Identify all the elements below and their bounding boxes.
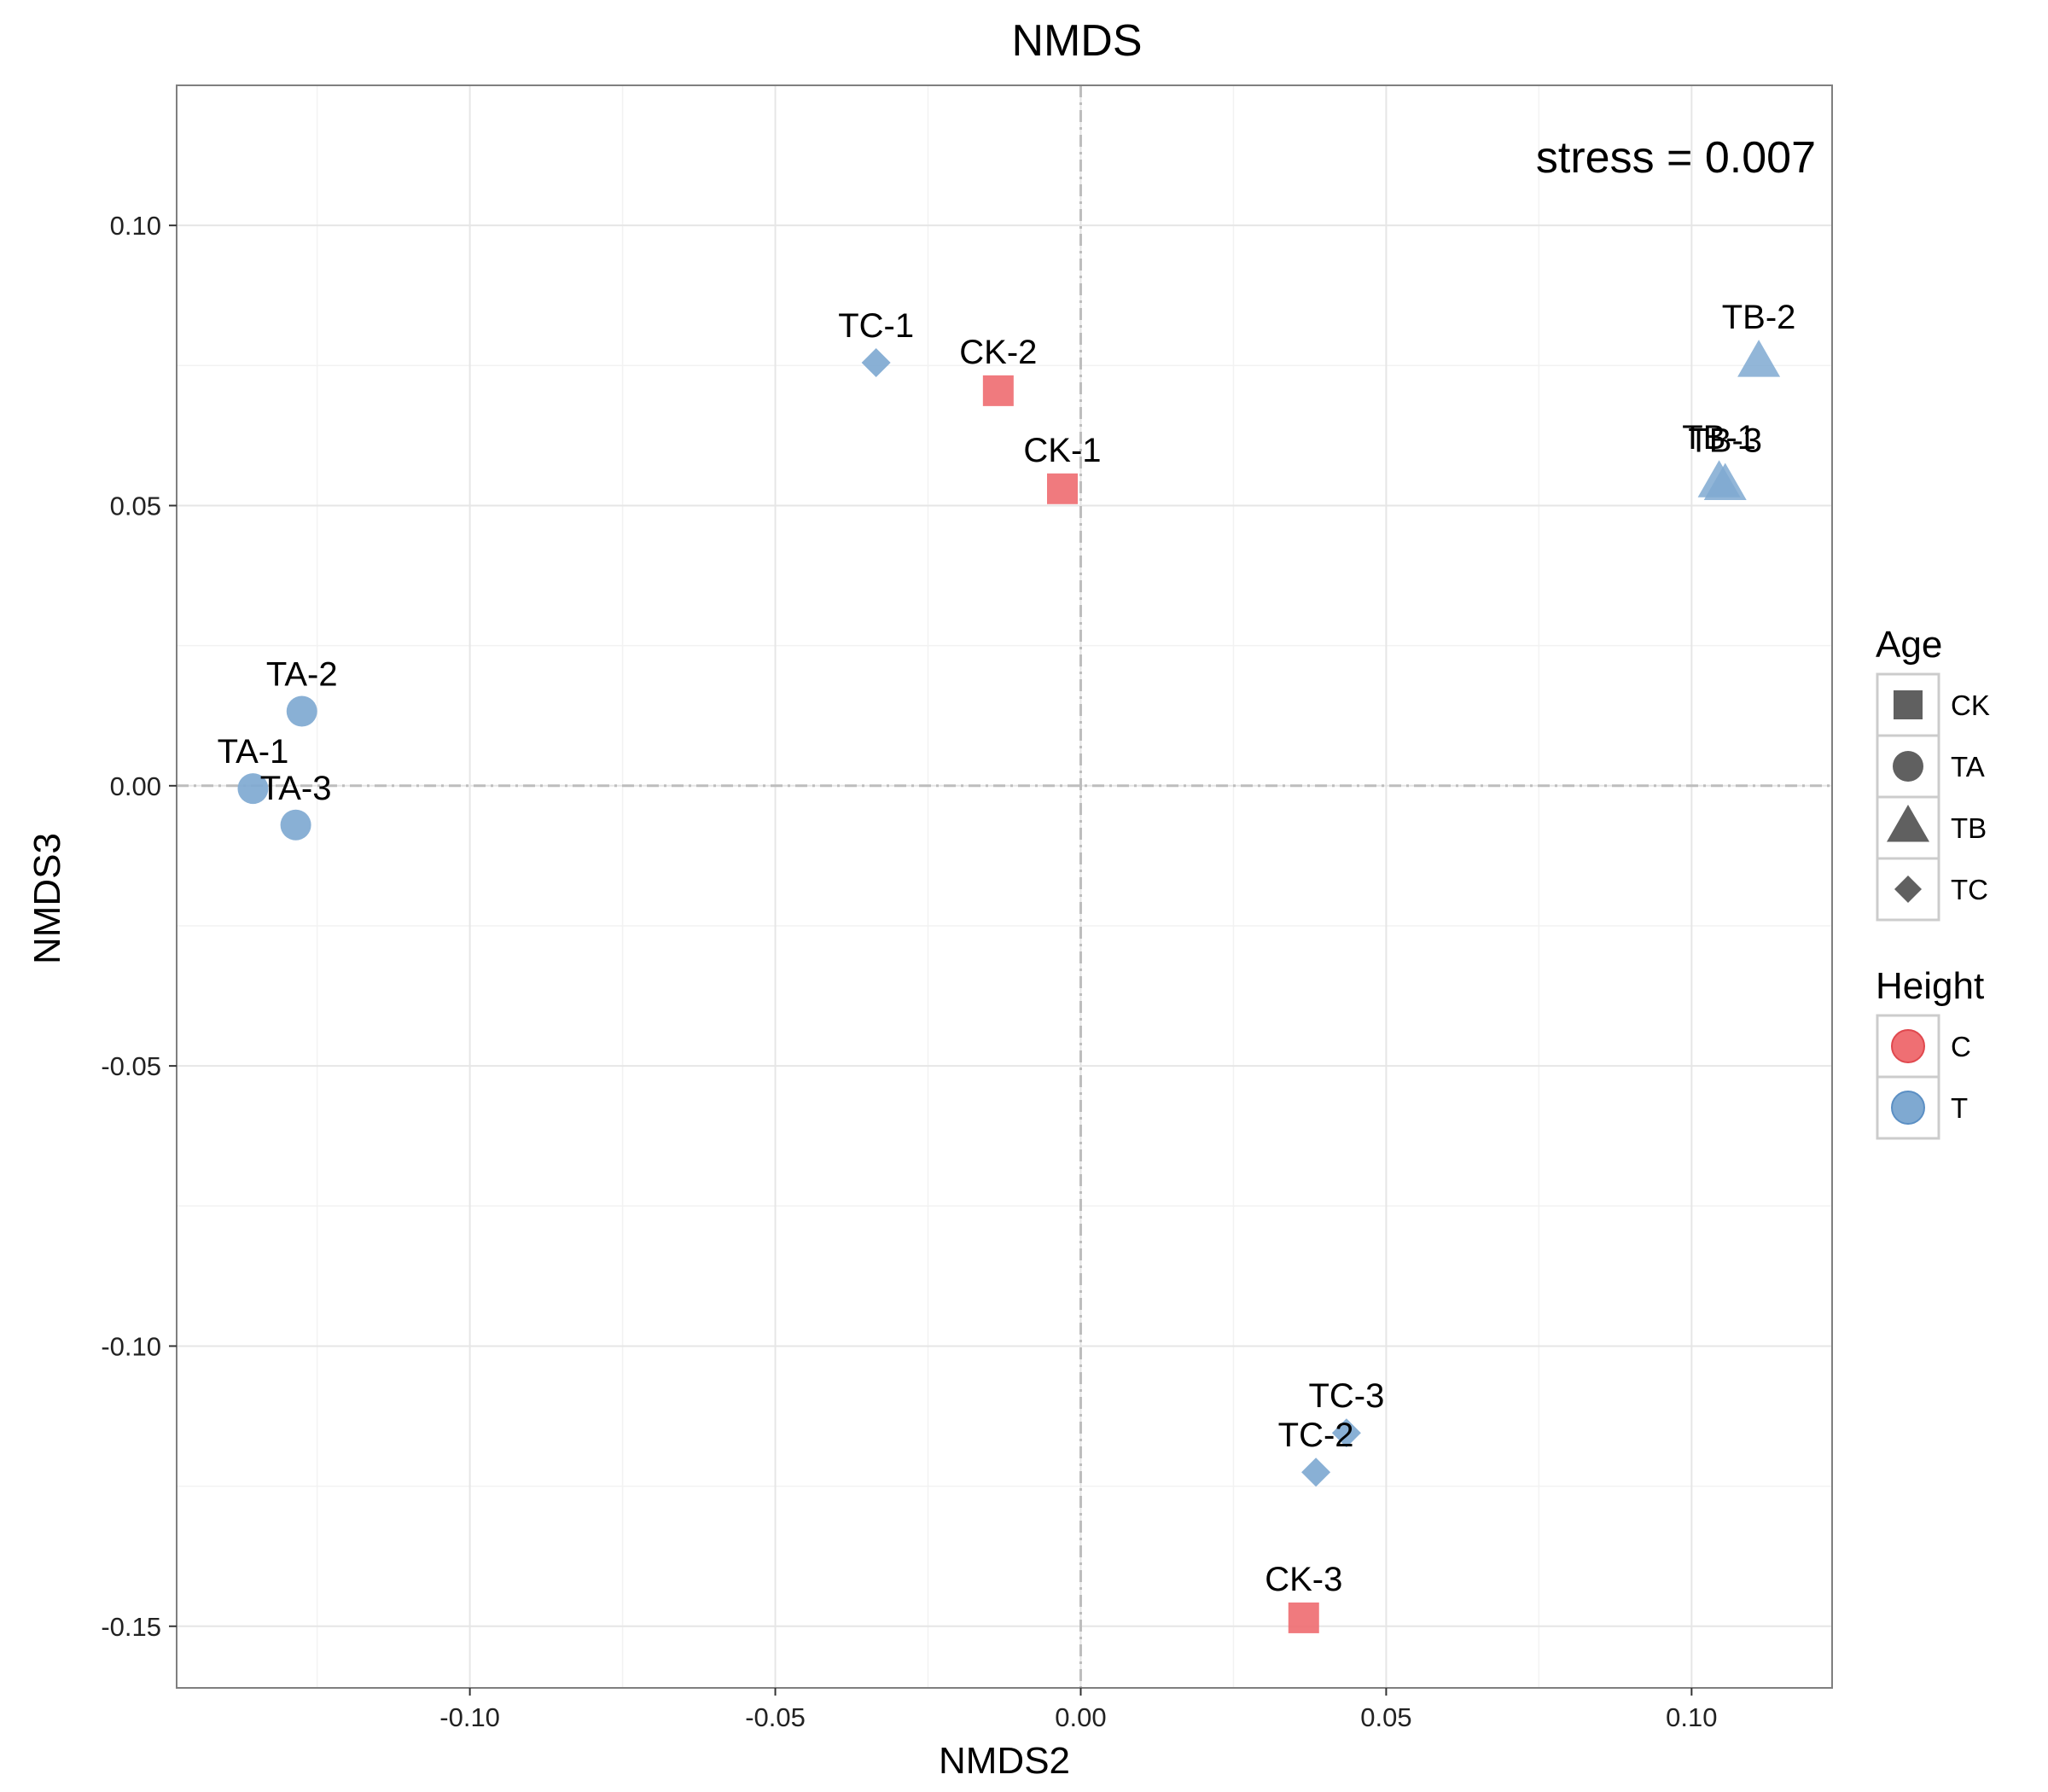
x-tick-label: -0.05 bbox=[745, 1702, 806, 1732]
stress-annotation: stress = 0.007 bbox=[1536, 133, 1816, 183]
point-tc-3 bbox=[1331, 1418, 1361, 1448]
y-axis-title: NMDS3 bbox=[26, 833, 68, 964]
y-tick-label: 0.00 bbox=[110, 771, 161, 801]
point-ck-3 bbox=[1288, 1602, 1319, 1633]
legend-c-circle-icon bbox=[1891, 1029, 1925, 1063]
x-axis: -0.10 -0.05 0.00 0.05 0.10 bbox=[439, 1688, 1718, 1732]
point-label-ck-2: CK-2 bbox=[959, 334, 1037, 371]
y-tick-label: 0.05 bbox=[110, 491, 161, 521]
point-label-tb-1: TB-1 bbox=[1682, 419, 1756, 457]
legend-age-label: TB bbox=[1951, 812, 1987, 844]
x-tick-label: 0.05 bbox=[1360, 1702, 1411, 1732]
x-tick-label: 0.00 bbox=[1055, 1702, 1106, 1732]
legend-title-height: Height bbox=[1876, 965, 1984, 1007]
point-tc-1 bbox=[861, 348, 891, 378]
point-labels: CK-1 CK-2 CK-3 TA-1 TA-2 TA-3 TB-1 TB-2 TB-3 TC-1… bbox=[218, 299, 1796, 1598]
point-label-tb-3: TB-3 bbox=[1688, 422, 1762, 460]
legend-age-label: TA bbox=[1951, 751, 1985, 783]
point-label-ck-1: CK-1 bbox=[1023, 432, 1101, 469]
point-ck-2 bbox=[982, 375, 1014, 406]
reference-lines bbox=[177, 85, 1832, 1688]
y-axis: 0.10 0.05 0.00 -0.05 -0.10 -0.15 bbox=[101, 211, 177, 1642]
legend-t-circle-icon bbox=[1891, 1091, 1925, 1125]
legend-age-keys: CK TA TB TC bbox=[1876, 672, 1990, 922]
data-points bbox=[237, 340, 1781, 1633]
point-label-tc-2: TC-2 bbox=[1278, 1417, 1354, 1454]
legend-tb-triangle-icon bbox=[1887, 805, 1929, 842]
point-label-tc-1: TC-1 bbox=[838, 307, 914, 345]
point-label-ta-2: TA-2 bbox=[266, 655, 338, 693]
legend-age-label: TC bbox=[1951, 874, 1988, 905]
point-tc-2 bbox=[1301, 1457, 1331, 1487]
point-tb-2 bbox=[1737, 340, 1781, 377]
legend-ta-circle-icon bbox=[1893, 751, 1923, 782]
legend-height-label: C bbox=[1951, 1031, 1971, 1062]
y-tick-label: -0.05 bbox=[101, 1051, 161, 1081]
legend-tc-diamond-icon bbox=[1894, 876, 1922, 903]
point-ck-1 bbox=[1047, 473, 1079, 504]
x-axis-title: NMDS2 bbox=[939, 1740, 1070, 1782]
legend-height-keys: CT bbox=[1876, 1014, 1971, 1140]
x-tick-label: 0.10 bbox=[1666, 1702, 1717, 1732]
point-label-ta-3: TA-3 bbox=[260, 770, 332, 807]
legend-age-label: CK bbox=[1951, 689, 1990, 721]
legend-height-label: T bbox=[1951, 1092, 1968, 1124]
point-ta-2 bbox=[286, 695, 317, 727]
point-label-tc-3: TC-3 bbox=[1308, 1377, 1384, 1415]
point-label-ck-3: CK-3 bbox=[1265, 1561, 1342, 1598]
x-tick-label: -0.10 bbox=[439, 1702, 500, 1732]
legend: Age CK TA TB TC Height CT bbox=[1876, 624, 1990, 1140]
y-tick-label: -0.15 bbox=[101, 1612, 161, 1642]
legend-title-age: Age bbox=[1876, 624, 1942, 666]
legend-ck-square-icon bbox=[1894, 690, 1923, 719]
point-label-ta-1: TA-1 bbox=[218, 733, 289, 771]
y-tick-label: -0.10 bbox=[101, 1331, 161, 1361]
point-tb-3 bbox=[1703, 463, 1747, 501]
point-ta-3 bbox=[280, 809, 311, 841]
y-tick-label: 0.10 bbox=[110, 211, 161, 241]
point-ta-1 bbox=[237, 773, 269, 805]
point-label-tb-2: TB-2 bbox=[1722, 299, 1796, 336]
chart-title: NMDS bbox=[1011, 16, 1142, 66]
plot-panel-border bbox=[176, 84, 1833, 1689]
legend-age-key-box bbox=[1876, 857, 1940, 922]
plot-area: CK-1 CK-2 CK-3 TA-1 TA-2 TA-3 TB-1 TB-2 TB-3 TC-1… bbox=[176, 84, 1833, 1689]
